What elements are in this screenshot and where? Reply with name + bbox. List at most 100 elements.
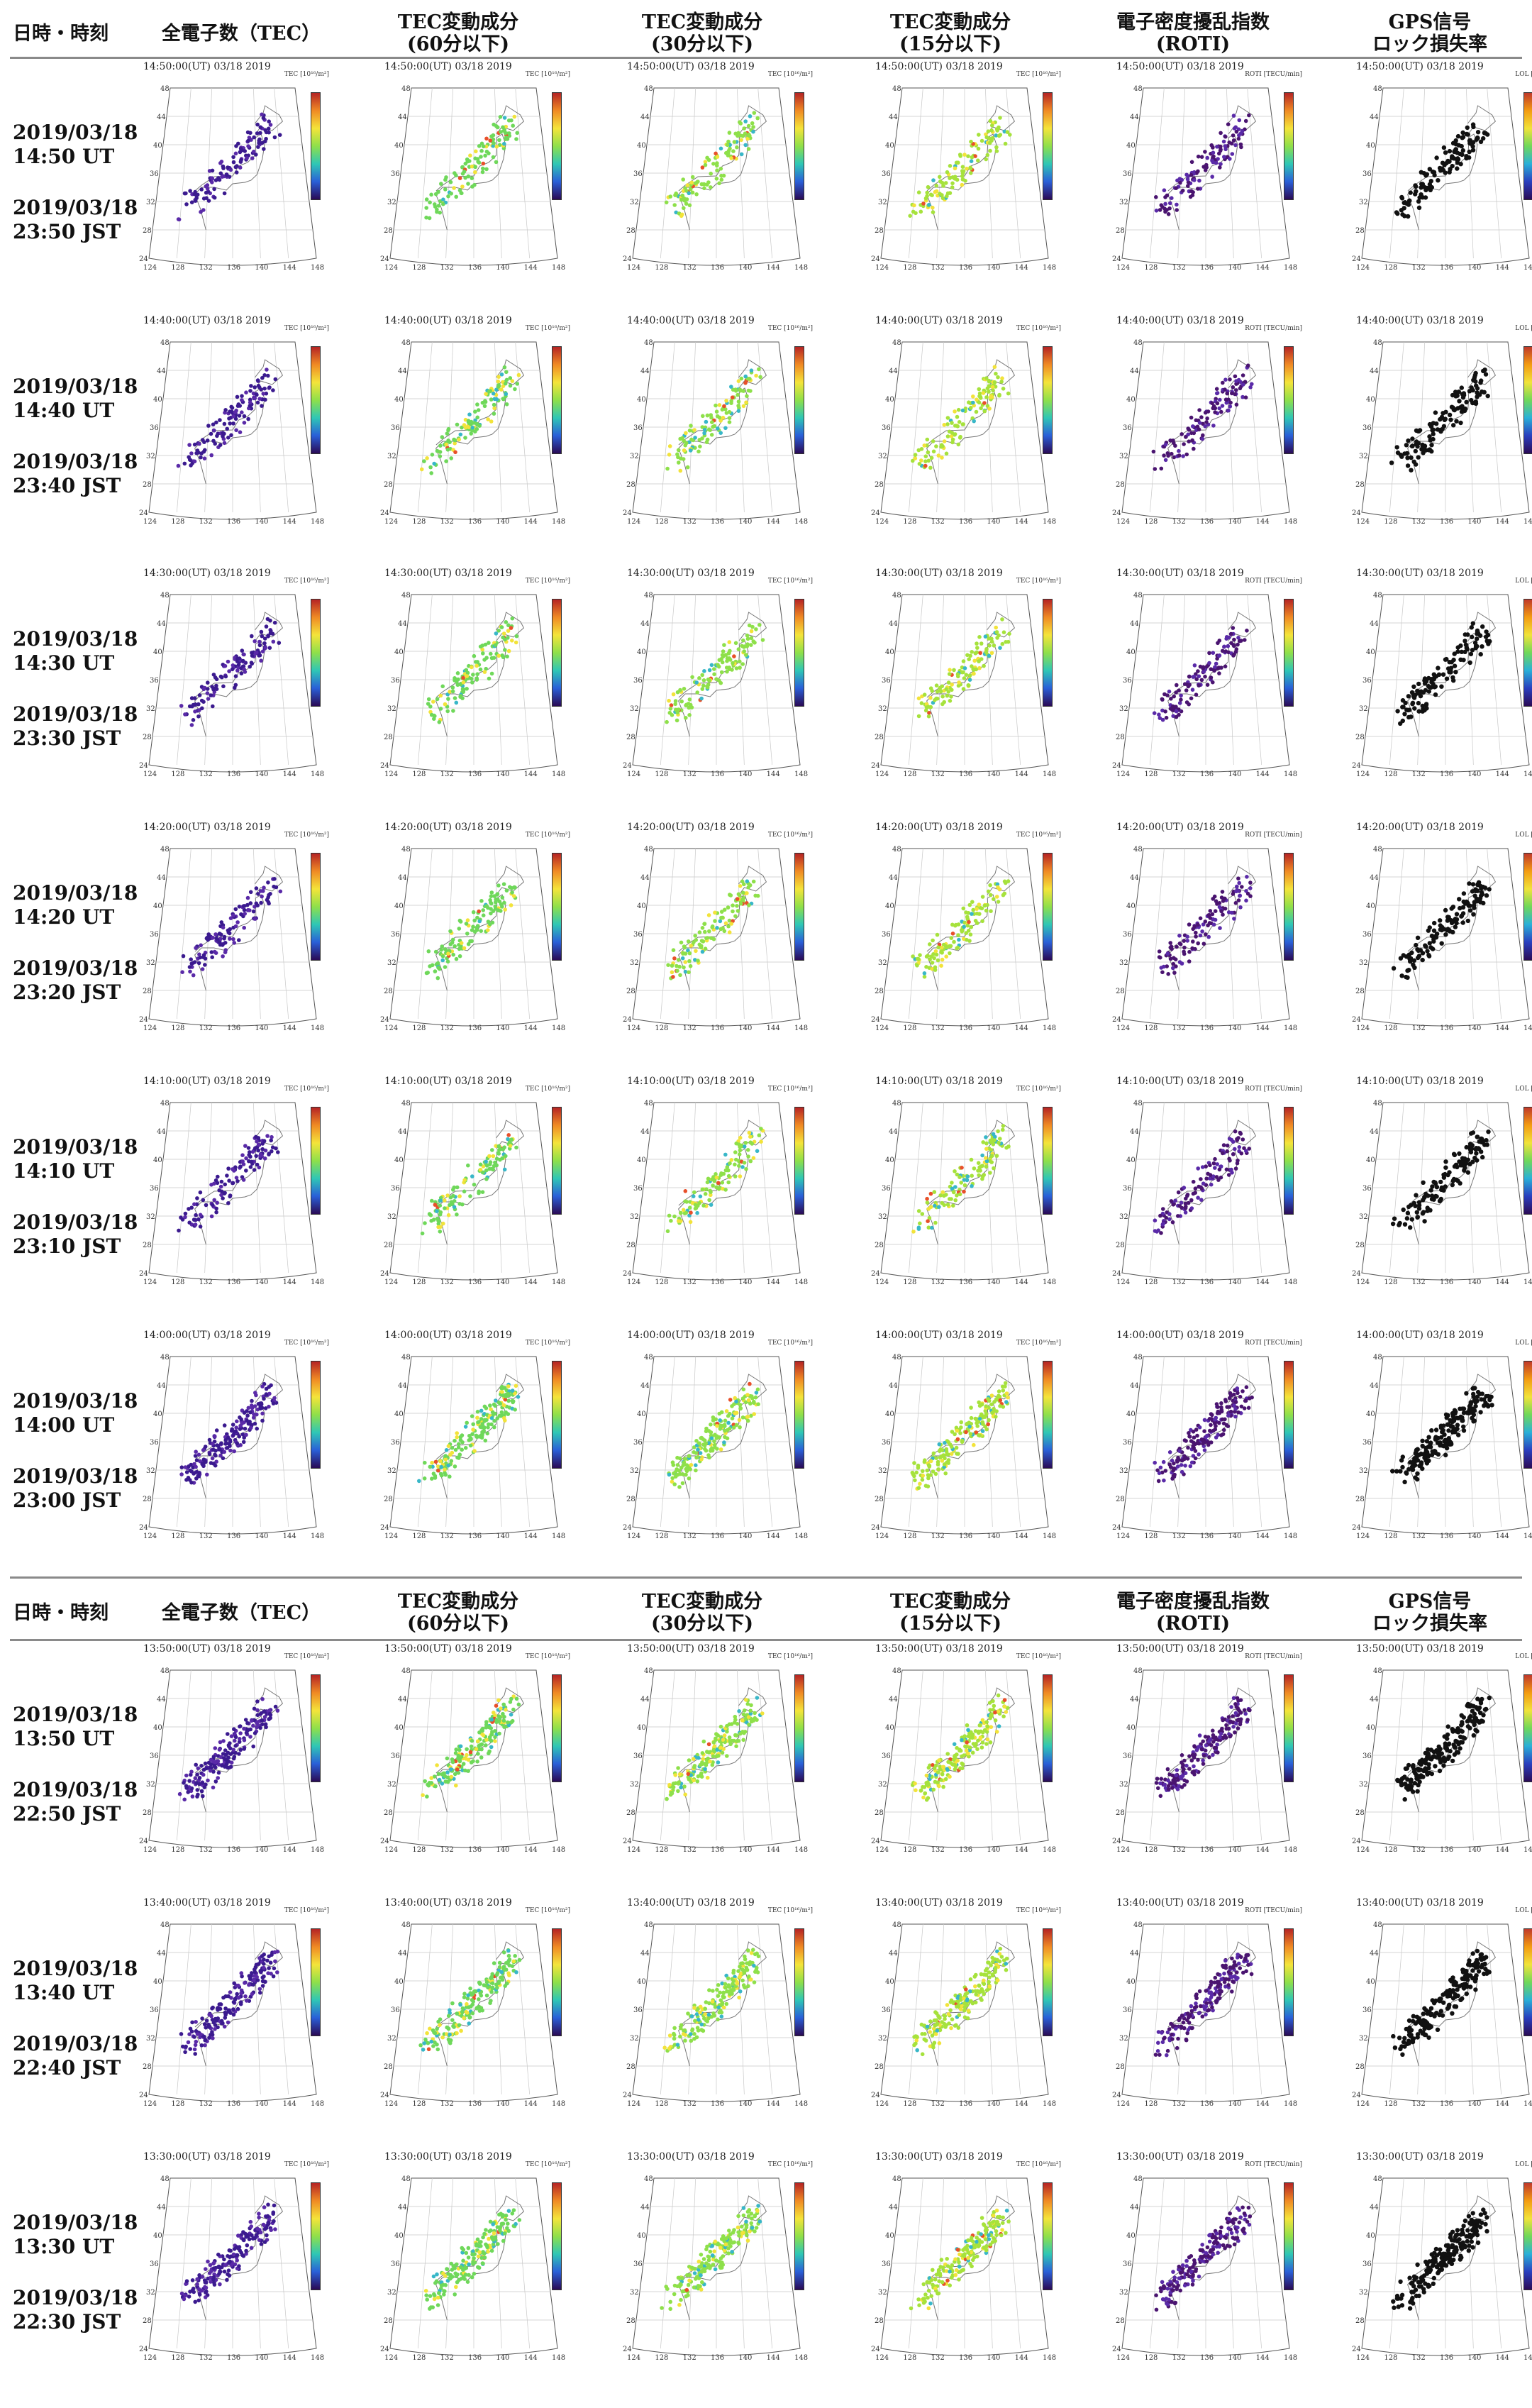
figure-row: 2019/03/18 14:30 UT 2019/03/18 23:30 JST 14:… (0, 568, 1532, 810)
data-point (233, 683, 238, 687)
data-point (722, 907, 727, 912)
data-point (957, 680, 961, 685)
data-point (221, 925, 226, 930)
data-point (488, 138, 492, 143)
data-point (1177, 960, 1182, 964)
lat-tick-label: 48 (1133, 1100, 1143, 1108)
colorbar-unit-label: TEC [10¹⁶/m²] (1016, 325, 1061, 332)
data-point (958, 1192, 962, 1197)
data-point (438, 199, 443, 204)
data-point (510, 890, 514, 895)
data-point (1402, 451, 1407, 456)
data-point (1438, 416, 1443, 422)
data-point (1004, 880, 1008, 885)
data-point (231, 421, 235, 426)
data-point (718, 927, 723, 932)
data-point (1191, 1179, 1196, 1184)
data-point (1443, 409, 1448, 414)
data-point (1219, 162, 1223, 166)
data-point (1420, 957, 1425, 963)
data-point (717, 403, 722, 407)
data-point (1196, 169, 1200, 174)
data-point (710, 420, 714, 424)
data-point (191, 718, 196, 722)
data-point (1405, 968, 1410, 973)
data-point (443, 187, 448, 192)
data-point (228, 1437, 233, 1442)
data-point (715, 426, 720, 431)
lon-tick-label: 136 (711, 771, 724, 778)
data-point (472, 1449, 477, 1453)
data-point (953, 424, 958, 428)
data-point (502, 1167, 507, 1172)
data-point (1215, 902, 1219, 906)
colorbar-unit-label: ROTI [TECU/min] (1245, 325, 1302, 332)
lon-tick-label: 132 (199, 264, 213, 272)
lon-tick-label: 128 (171, 264, 184, 272)
data-point (695, 1210, 699, 1215)
colorbar-unit-label: LOL [%] (1515, 325, 1532, 332)
longitude-gridline (936, 341, 945, 513)
data-point (1248, 385, 1253, 390)
data-point (1443, 1165, 1448, 1170)
data-point (733, 389, 738, 393)
lat-tick-label: 32 (146, 705, 155, 713)
data-point (1470, 1159, 1475, 1164)
data-point (683, 1199, 687, 1204)
lat-tick-label: 36 (1123, 424, 1132, 432)
data-point (511, 123, 515, 128)
data-point (257, 137, 262, 142)
data-point (210, 1203, 215, 1208)
lat-tick-label: 28 (1116, 227, 1125, 235)
header-tec30-line-2: (30分以下) (650, 33, 754, 55)
data-point (1190, 438, 1194, 443)
lon-tick-label: 132 (1172, 518, 1186, 526)
data-point (1168, 201, 1172, 206)
data-point (470, 680, 474, 685)
data-point (703, 929, 707, 934)
lat-tick-label: 28 (1116, 481, 1125, 489)
data-point (669, 1218, 673, 1223)
map-panel-title: 14:40:00(UT) 03/18 2019 (143, 315, 271, 326)
lon-tick-label: 132 (683, 1024, 696, 1032)
lat-tick-label: 32 (387, 1213, 396, 1221)
data-point (214, 1428, 219, 1432)
data-point (717, 658, 722, 662)
data-point (975, 646, 979, 650)
data-point (1447, 170, 1452, 175)
map-frame (880, 87, 1049, 266)
data-point (705, 182, 709, 187)
data-point (192, 1217, 196, 1222)
data-point (942, 1203, 946, 1208)
data-point (1243, 638, 1247, 642)
lat-tick-label: 36 (882, 424, 891, 432)
data-point (721, 649, 726, 653)
map-frame (880, 1102, 1049, 1281)
data-point (246, 138, 250, 143)
colorbar (311, 599, 321, 707)
data-point (720, 1181, 725, 1185)
data-point (1402, 200, 1408, 205)
data-point (1172, 455, 1177, 460)
data-point (1231, 892, 1236, 896)
data-point (682, 438, 686, 443)
data-point (948, 951, 952, 956)
data-point (692, 428, 696, 432)
horizontal-rule (10, 1639, 1522, 1641)
lat-tick-label: 36 (633, 677, 643, 685)
data-point (1193, 1186, 1198, 1191)
data-point (235, 1441, 240, 1446)
data-point (223, 1182, 227, 1187)
data-point (243, 149, 247, 153)
data-point (994, 133, 999, 138)
lat-tick-label: 36 (882, 170, 891, 178)
data-point (1213, 1166, 1217, 1170)
horizontal-rule (10, 1576, 1522, 1579)
longitude-gridline (1389, 594, 1404, 766)
data-point (236, 663, 241, 667)
lon-tick-label: 140 (1228, 1278, 1241, 1286)
data-point (682, 687, 687, 691)
